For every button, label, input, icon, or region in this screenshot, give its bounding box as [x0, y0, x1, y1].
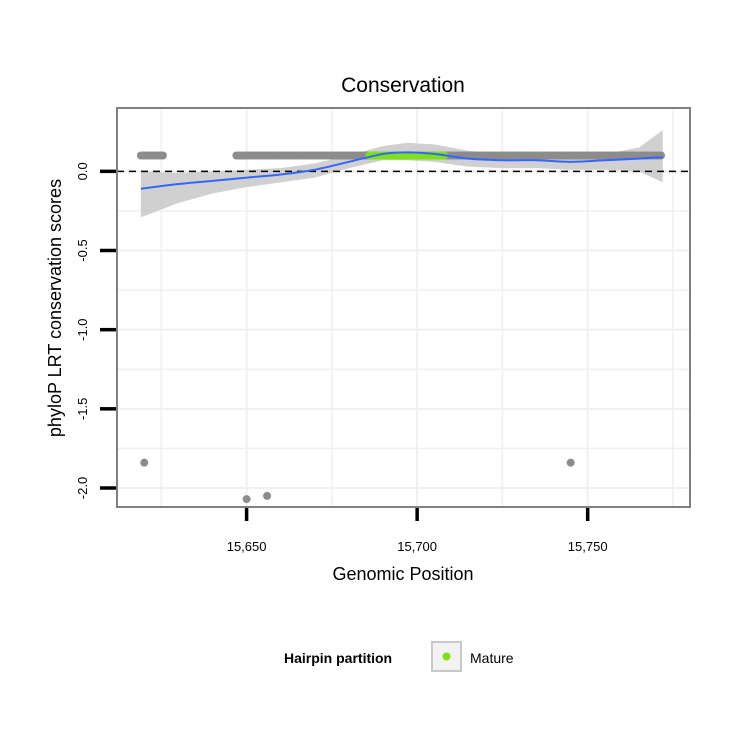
data-point-outlier [140, 458, 149, 467]
smooth-fit-line [140, 151, 663, 190]
y-axis-title: phyloP LRT conservation scores [45, 179, 65, 437]
data-point-outlier [242, 495, 251, 504]
legend-key-mature-dot [442, 652, 451, 661]
legend-title: Hairpin partition [284, 650, 392, 666]
data-point-outlier [263, 491, 272, 500]
legend-label-mature: Mature [470, 650, 514, 666]
x-axis-title: Genomic Position [332, 564, 473, 584]
legend: Hairpin partition Mature [284, 641, 514, 672]
y-tick-label: -0.5 [75, 239, 90, 261]
grid [117, 108, 690, 507]
data-point-other [158, 151, 167, 160]
x-tick-label: 15,650 [227, 539, 267, 554]
confidence-ribbon [140, 130, 663, 218]
y-axis-ticks: 0.0 -0.5 -1.0 -1.5 -2.0 [75, 162, 116, 499]
smooth-line-layer [140, 151, 663, 190]
x-axis-ticks: 15,650 15,700 15,750 [227, 508, 608, 554]
data-point-outlier [566, 458, 575, 467]
x-tick-label: 15,700 [397, 539, 437, 554]
y-tick-label: -2.0 [75, 477, 90, 499]
y-tick-label: -1.5 [75, 398, 90, 420]
chart-title: Conservation [341, 74, 465, 97]
panel-border [116, 107, 691, 508]
y-tick-label: 0.0 [75, 162, 90, 180]
x-tick-label: 15,750 [568, 539, 608, 554]
confidence-ribbon-layer [140, 130, 663, 218]
y-tick-label: -1.0 [75, 318, 90, 340]
